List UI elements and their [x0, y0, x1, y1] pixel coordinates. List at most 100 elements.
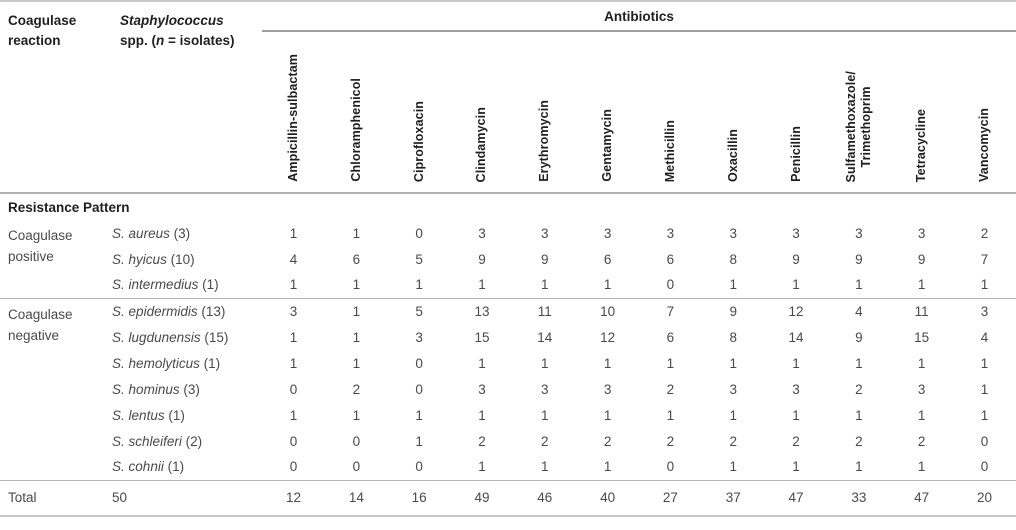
species-cell: S. lugdunensis (15) — [112, 329, 229, 345]
species-cell: S. cohnii (1) — [112, 459, 185, 475]
species-cell: S. hemolyticus (1) — [112, 355, 221, 371]
value-cell: 2 — [603, 433, 612, 449]
species-row-s-schleiferi: S. schleiferi (2) 0 0 1 2 2 2 2 2 2 2 2 … — [0, 428, 1016, 454]
value-cell: 2 — [792, 433, 800, 449]
value-cell: 13 — [474, 303, 490, 319]
total-value-cell: 46 — [513, 479, 577, 517]
value-cell: 7 — [980, 251, 989, 267]
column-header-gentamycin: Gentamycin — [600, 109, 615, 182]
value-cell: 2 — [729, 433, 737, 449]
value-cell: 1 — [827, 272, 891, 299]
value-cell: 9 — [478, 251, 486, 267]
value-cell: 2 — [980, 225, 989, 241]
value-cell: 11 — [537, 303, 552, 319]
value-cell: 1 — [980, 381, 989, 397]
value-cell: 1 — [917, 459, 926, 475]
total-value-cell: 33 — [827, 479, 891, 517]
value-cell: 1 — [324, 272, 388, 299]
total-value-cell: 49 — [450, 479, 514, 517]
value-cell: 8 — [729, 251, 737, 267]
total-value-cell: 12 — [262, 479, 325, 517]
value-cell: 6 — [352, 251, 361, 267]
value-cell: 14 — [537, 329, 553, 345]
value-cell: 0 — [415, 381, 423, 397]
value-cell: 1 — [415, 433, 423, 449]
value-cell: 12 — [788, 303, 804, 319]
value-cell: 15 — [474, 329, 490, 345]
column-header-sulfamethoxazole-trimethoprim: Sulfamethoxazole/ Trimethoprim — [843, 70, 873, 182]
value-cell: 1 — [953, 272, 1016, 299]
value-cell: 3 — [603, 225, 612, 241]
header-spp-line: spp. (n = isolates) — [120, 32, 235, 48]
value-cell: 1 — [603, 355, 612, 371]
value-cell: 1 — [450, 272, 514, 299]
value-cell: 1 — [666, 355, 675, 371]
total-value-cell: 20 — [953, 479, 1016, 517]
value-cell: 3 — [541, 225, 549, 241]
value-cell: 2 — [666, 433, 675, 449]
value-cell: 1 — [980, 355, 989, 371]
value-cell: 1 — [980, 407, 989, 423]
value-cell: 1 — [603, 459, 612, 475]
species-row-s-aureus: Coagulase positive S. aureus (3) 1 1 0 3… — [0, 220, 1016, 299]
value-cell: 3 — [478, 381, 486, 397]
header-genus-italic: Staphylococcus — [120, 13, 224, 28]
header-n-italic: n — [156, 32, 165, 48]
species-cell: S. intermedius (1) — [112, 272, 263, 299]
total-row: Total 50 12 14 16 49 46 40 27 37 47 33 4… — [0, 479, 1016, 517]
value-cell: 0 — [638, 272, 702, 299]
value-cell: 1 — [415, 407, 423, 423]
value-cell: 1 — [352, 355, 361, 371]
value-cell: 0 — [415, 459, 423, 475]
value-cell: 1 — [478, 355, 486, 371]
value-cell: 3 — [541, 381, 549, 397]
value-cell: 7 — [666, 303, 675, 319]
column-header-erythromycin: Erythromycin — [537, 100, 552, 182]
value-cell: 1 — [855, 459, 863, 475]
value-cell: 1 — [792, 407, 800, 423]
species-cell: S. schleiferi (2) — [112, 433, 203, 449]
value-cell: 0 — [289, 459, 298, 475]
value-cell: 10 — [600, 303, 616, 319]
antibiotic-resistance-table: Coagulase reaction Staphylococcus spp. (… — [0, 0, 1016, 517]
value-cell: 1 — [855, 355, 863, 371]
value-cell: 0 — [980, 459, 989, 475]
species-row-s-hyicus: S. hyicus (10) 4 6 5 9 9 6 6 8 9 9 9 7 — [0, 246, 1016, 272]
section-label-resistance-pattern: Resistance Pattern — [8, 199, 130, 215]
column-header-tetracycline: Tetracycline — [914, 108, 929, 182]
column-header-ampicillin-sulbactam: Ampicillin-sulbactam — [286, 54, 301, 182]
value-cell: 3 — [415, 329, 423, 345]
value-cell: 2 — [855, 381, 863, 397]
value-cell: 1 — [729, 355, 737, 371]
value-cell: 1 — [603, 407, 612, 423]
value-cell: 0 — [980, 433, 989, 449]
value-cell: 9 — [541, 251, 549, 267]
column-header-ciprofloxacin: Ciprofloxacin — [411, 100, 426, 182]
species-cell: S. aureus (3) — [112, 225, 191, 241]
value-cell: 2 — [917, 433, 926, 449]
value-cell: 1 — [289, 225, 298, 241]
value-cell: 3 — [666, 225, 675, 241]
value-cell: 1 — [855, 407, 863, 423]
section-row-resistance-pattern: Resistance Pattern — [0, 193, 1016, 220]
column-header-clindamycin: Clindamycin — [474, 106, 489, 182]
total-value-cell: 47 — [764, 479, 828, 517]
value-cell: 1 — [541, 459, 549, 475]
value-cell: 3 — [792, 381, 800, 397]
value-cell: 4 — [980, 329, 989, 345]
value-cell: 4 — [289, 251, 298, 267]
value-cell: 14 — [788, 329, 804, 345]
value-cell: 3 — [729, 381, 737, 397]
value-cell: 3 — [855, 225, 863, 241]
value-cell: 1 — [541, 407, 549, 423]
column-header-chloramphenicol: Chloramphenicol — [348, 78, 363, 182]
group-label-coagulase-negative: Coagulase negative — [8, 306, 73, 343]
value-cell: 1 — [917, 355, 926, 371]
header-row-top: Coagulase reaction Staphylococcus spp. (… — [0, 1, 1016, 194]
value-cell: 0 — [415, 225, 423, 241]
value-cell: 1 — [729, 407, 737, 423]
value-cell: 1 — [890, 272, 954, 299]
value-cell: 1 — [513, 272, 577, 299]
value-cell: 1 — [289, 329, 298, 345]
value-cell: 8 — [729, 329, 737, 345]
